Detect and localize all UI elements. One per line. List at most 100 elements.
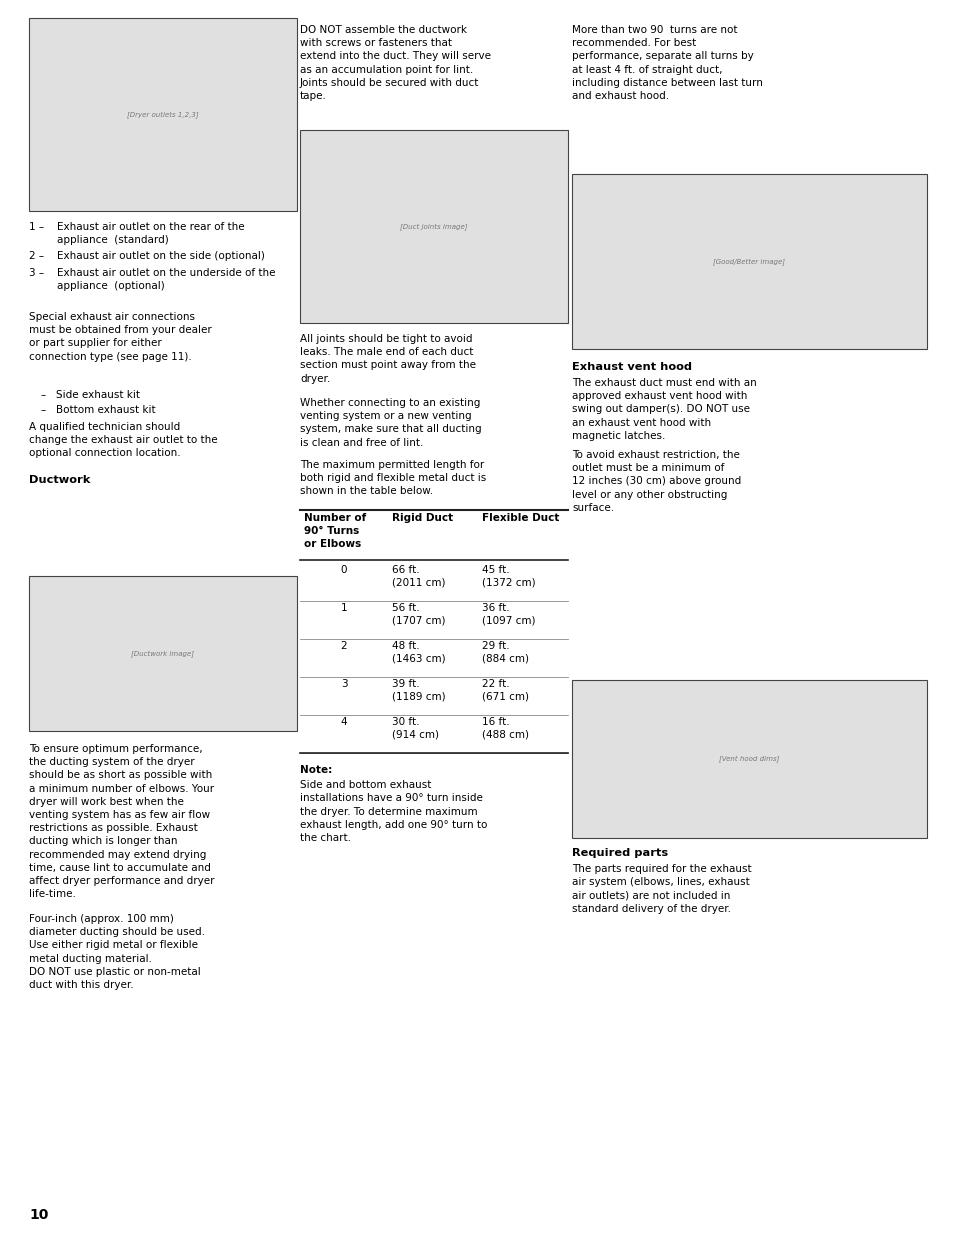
Text: Four-inch (approx. 100 mm): Four-inch (approx. 100 mm) (29, 914, 173, 924)
Text: (1372 cm): (1372 cm) (481, 578, 535, 588)
Text: The exhaust duct must end with an: The exhaust duct must end with an (572, 378, 756, 388)
Text: 22 ft.: 22 ft. (481, 678, 509, 689)
Text: –   Bottom exhaust kit: – Bottom exhaust kit (41, 405, 155, 415)
Text: DO NOT assemble the ductwork: DO NOT assemble the ductwork (299, 25, 467, 35)
Text: outlet must be a minimum of: outlet must be a minimum of (572, 463, 723, 473)
Text: section must point away from the: section must point away from the (299, 361, 476, 370)
Text: Exhaust air outlet on the underside of the: Exhaust air outlet on the underside of t… (57, 268, 275, 278)
Text: Rigid Duct: Rigid Duct (392, 513, 453, 522)
Text: appliance  (optional): appliance (optional) (57, 280, 165, 290)
Text: Exhaust air outlet on the rear of the: Exhaust air outlet on the rear of the (57, 222, 244, 232)
Text: 2 –: 2 – (29, 252, 44, 262)
Text: and exhaust hood.: and exhaust hood. (572, 91, 668, 101)
Text: –   Side exhaust kit: – Side exhaust kit (41, 390, 140, 400)
Text: connection type (see page 11).: connection type (see page 11). (29, 352, 192, 362)
Text: (2011 cm): (2011 cm) (392, 578, 445, 588)
Text: at least 4 ft. of straight duct,: at least 4 ft. of straight duct, (572, 64, 721, 74)
Text: A qualified technician should: A qualified technician should (29, 422, 180, 432)
Text: is clean and free of lint.: is clean and free of lint. (299, 437, 423, 447)
Bar (572, 174, 926, 350)
Text: The parts required for the exhaust: The parts required for the exhaust (572, 864, 751, 874)
Text: 10: 10 (29, 1208, 49, 1221)
Text: Special exhaust air connections: Special exhaust air connections (29, 312, 194, 322)
Text: or part supplier for either: or part supplier for either (29, 338, 162, 348)
Text: metal ducting material.: metal ducting material. (29, 953, 152, 963)
Text: (488 cm): (488 cm) (481, 730, 529, 740)
Text: 3 –: 3 – (29, 268, 44, 278)
Text: [Ductwork image]: [Ductwork image] (132, 650, 194, 657)
Text: To avoid exhaust restriction, the: To avoid exhaust restriction, the (572, 450, 740, 459)
Text: (671 cm): (671 cm) (481, 692, 529, 701)
Text: venting system has as few air flow: venting system has as few air flow (29, 810, 210, 820)
Text: 39 ft.: 39 ft. (392, 678, 419, 689)
Text: or Elbows: or Elbows (304, 540, 361, 550)
Text: 56 ft.: 56 ft. (392, 603, 419, 613)
Text: extend into the duct. They will serve: extend into the duct. They will serve (299, 52, 491, 62)
Text: optional connection location.: optional connection location. (29, 448, 180, 458)
Text: performance, separate all turns by: performance, separate all turns by (572, 52, 753, 62)
Text: 2: 2 (340, 641, 347, 651)
Text: the ducting system of the dryer: the ducting system of the dryer (29, 757, 194, 767)
Text: Exhaust vent hood: Exhaust vent hood (572, 362, 691, 372)
Text: level or any other obstructing: level or any other obstructing (572, 489, 726, 500)
Text: Required parts: Required parts (572, 848, 667, 858)
Text: 3: 3 (340, 678, 347, 689)
Text: 12 inches (30 cm) above ground: 12 inches (30 cm) above ground (572, 477, 740, 487)
Text: DO NOT use plastic or non-metal: DO NOT use plastic or non-metal (29, 967, 200, 977)
Text: 4: 4 (340, 716, 347, 726)
Text: 66 ft.: 66 ft. (392, 564, 419, 574)
Text: life-time.: life-time. (29, 889, 76, 899)
Text: exhaust length, add one 90° turn to: exhaust length, add one 90° turn to (299, 820, 487, 830)
Text: recommended may extend drying: recommended may extend drying (29, 850, 206, 860)
Text: 45 ft.: 45 ft. (481, 564, 509, 574)
Text: 1 –: 1 – (29, 222, 44, 232)
Text: 1: 1 (340, 603, 347, 613)
Bar (29, 576, 296, 731)
Text: approved exhaust vent hood with: approved exhaust vent hood with (572, 391, 746, 401)
Text: 48 ft.: 48 ft. (392, 641, 419, 651)
Text: a minimum number of elbows. Your: a minimum number of elbows. Your (29, 783, 213, 794)
Text: installations have a 90° turn inside: installations have a 90° turn inside (299, 793, 482, 804)
Text: surface.: surface. (572, 503, 614, 513)
Bar (29, 19, 296, 211)
Text: both rigid and flexible metal duct is: both rigid and flexible metal duct is (299, 473, 486, 483)
Text: must be obtained from your dealer: must be obtained from your dealer (29, 325, 212, 335)
Text: 90° Turns: 90° Turns (304, 526, 359, 536)
Text: Joints should be secured with duct: Joints should be secured with duct (299, 78, 478, 88)
Text: (884 cm): (884 cm) (481, 653, 529, 663)
Text: (1463 cm): (1463 cm) (392, 653, 445, 663)
Text: dryer will work best when the: dryer will work best when the (29, 797, 184, 806)
Text: [Vent hood dims]: [Vent hood dims] (719, 756, 779, 762)
Bar (572, 680, 926, 839)
Text: with screws or fasteners that: with screws or fasteners that (299, 38, 452, 48)
Text: recommended. For best: recommended. For best (572, 38, 696, 48)
Text: [Dryer outlets 1,2,3]: [Dryer outlets 1,2,3] (127, 111, 198, 117)
Text: (1097 cm): (1097 cm) (481, 616, 535, 626)
Text: appliance  (standard): appliance (standard) (57, 235, 169, 246)
Text: More than two 90  turns are not: More than two 90 turns are not (572, 25, 737, 35)
Text: Side and bottom exhaust: Side and bottom exhaust (299, 781, 431, 790)
Text: restrictions as possible. Exhaust: restrictions as possible. Exhaust (29, 824, 197, 834)
Text: Use either rigid metal or flexible: Use either rigid metal or flexible (29, 940, 198, 951)
Text: magnetic latches.: magnetic latches. (572, 431, 664, 441)
Text: shown in the table below.: shown in the table below. (299, 487, 433, 496)
Text: All joints should be tight to avoid: All joints should be tight to avoid (299, 333, 472, 345)
Text: [Good/Better image]: [Good/Better image] (713, 258, 784, 266)
Text: (1707 cm): (1707 cm) (392, 616, 445, 626)
Text: including distance between last turn: including distance between last turn (572, 78, 762, 88)
Text: time, cause lint to accumulate and: time, cause lint to accumulate and (29, 863, 211, 873)
Text: 30 ft.: 30 ft. (392, 716, 419, 726)
Text: should be as short as possible with: should be as short as possible with (29, 771, 212, 781)
Text: (1189 cm): (1189 cm) (392, 692, 445, 701)
Text: Flexible Duct: Flexible Duct (481, 513, 558, 522)
Text: affect dryer performance and dryer: affect dryer performance and dryer (29, 876, 214, 885)
Text: Whether connecting to an existing: Whether connecting to an existing (299, 398, 480, 408)
Text: 0: 0 (340, 564, 347, 574)
Text: the dryer. To determine maximum: the dryer. To determine maximum (299, 806, 477, 816)
Text: 16 ft.: 16 ft. (481, 716, 509, 726)
Text: swing out damper(s). DO NOT use: swing out damper(s). DO NOT use (572, 404, 749, 415)
Text: Ductwork: Ductwork (29, 475, 91, 485)
Text: air outlets) are not included in: air outlets) are not included in (572, 890, 730, 900)
Text: dryer.: dryer. (299, 374, 330, 384)
Text: [Duct joints image]: [Duct joints image] (400, 224, 467, 230)
